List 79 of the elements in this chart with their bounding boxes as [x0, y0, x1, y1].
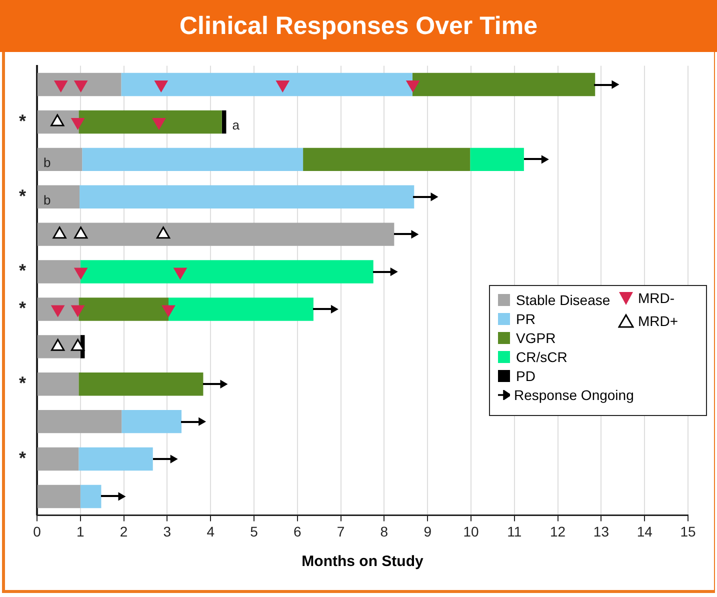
bar: [78, 110, 222, 134]
bar: [168, 298, 314, 321]
y-tick-label: *: [18, 260, 26, 281]
x-tick-label: 0: [33, 523, 42, 540]
x-tick-label: 5: [250, 523, 258, 540]
bar: [38, 185, 80, 208]
x-axis-title: Months on Study: [300, 553, 424, 570]
point: [74, 268, 88, 280]
y-tick-label: *: [18, 448, 26, 468]
point: [198, 417, 206, 426]
bar: [38, 447, 79, 471]
bar: [122, 410, 182, 434]
chart-title: Clinical Responses Over Time: [0, 0, 717, 52]
y-tick-label: *: [18, 298, 26, 318]
point: [276, 80, 290, 93]
bar: [82, 148, 304, 172]
legend-label: PR: [516, 311, 536, 327]
point: [170, 454, 178, 464]
point: [54, 80, 68, 93]
data-label: b: [44, 192, 51, 208]
y-tick-label: *: [18, 186, 26, 206]
x-tick-label: 7: [336, 523, 345, 540]
legend-label: MRD-: [638, 290, 675, 306]
x-tick-label: 6: [294, 523, 302, 540]
bar: [80, 185, 414, 208]
bar: [80, 260, 374, 284]
x-tick-label: 11: [507, 523, 522, 540]
bar: [38, 72, 122, 96]
legend-label: Response Ongoing: [514, 387, 634, 403]
data-label: b: [44, 155, 51, 170]
point: [162, 305, 176, 318]
bar: [121, 72, 412, 96]
x-tick-label: 4: [206, 523, 215, 540]
point: [330, 304, 338, 314]
x-tick-label: 14: [636, 523, 653, 540]
bar: [78, 372, 204, 396]
point: [430, 192, 438, 202]
bar: [78, 298, 168, 321]
point: [154, 80, 168, 93]
point: [70, 305, 85, 318]
bar: [38, 484, 80, 508]
y-tick-label: *: [18, 373, 26, 394]
bar: [38, 372, 79, 396]
point: [118, 492, 126, 501]
x-tick-label: 3: [163, 523, 172, 540]
x-tick-label: 2: [120, 523, 128, 540]
x-tick-label: 13: [593, 523, 610, 540]
legend-label: MRD+: [638, 313, 678, 329]
bar: [303, 148, 470, 172]
point: [220, 380, 228, 388]
data-label: a: [232, 118, 240, 133]
point: [152, 118, 166, 130]
bar: [38, 410, 122, 434]
point: [541, 155, 549, 164]
x-tick-label: 1: [76, 523, 84, 540]
legend-label: VGPR: [516, 330, 556, 346]
point: [390, 267, 398, 276]
bar: [38, 222, 394, 246]
x-tick-label: 9: [424, 523, 432, 540]
point: [406, 80, 420, 93]
bar: [222, 110, 226, 134]
bar: [470, 148, 524, 172]
bar: [78, 447, 153, 471]
x-tick-label: 10: [463, 523, 479, 540]
x-tick-label: 8: [380, 523, 388, 540]
bar: [80, 484, 102, 508]
point: [411, 230, 419, 239]
legend-label: CR/sCR: [516, 349, 568, 365]
x-tick-label: 12: [550, 523, 566, 540]
bar: [38, 148, 82, 172]
bar: [412, 72, 596, 96]
legend-label: Stable Disease: [516, 292, 610, 308]
point: [70, 118, 85, 130]
legend-label: PD: [516, 368, 536, 384]
bar: [38, 260, 80, 284]
x-tick-label: 15: [680, 523, 696, 540]
point: [173, 268, 188, 280]
point: [74, 80, 88, 93]
y-tick-label: *: [18, 110, 26, 131]
